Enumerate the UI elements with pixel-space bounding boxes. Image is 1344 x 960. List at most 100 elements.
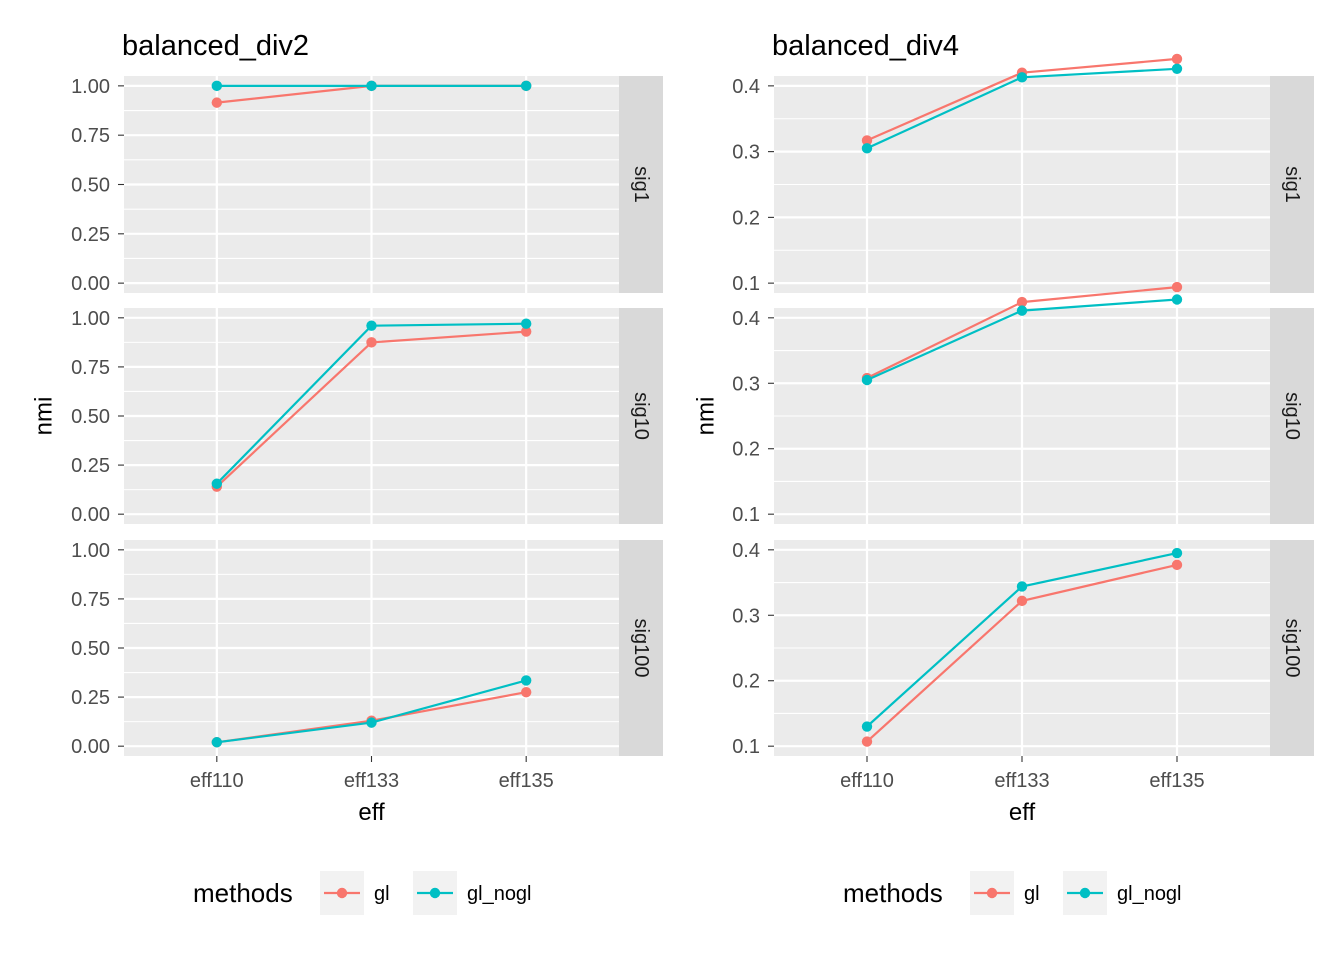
data-point-gl xyxy=(1171,53,1183,65)
legend-label-gl: gl xyxy=(374,883,390,905)
data-point-gl xyxy=(1016,296,1028,308)
facet-strip-label: sig10 xyxy=(630,392,652,440)
legend-point-gl_nogl xyxy=(1079,887,1091,899)
data-point-gl_nogl xyxy=(366,320,377,331)
data-point-gl xyxy=(861,736,873,747)
data-point-gl_nogl xyxy=(1171,294,1183,305)
y-tick-label: 0.1 xyxy=(732,504,760,526)
data-point-gl_nogl xyxy=(520,318,532,329)
x-axis-title: eff xyxy=(358,799,385,826)
y-tick-label: 0.2 xyxy=(732,207,760,229)
facet-strip-label: sig100 xyxy=(630,619,652,678)
y-tick-label: 0.1 xyxy=(732,736,760,758)
y-tick-label: 0.00 xyxy=(71,736,110,758)
y-tick-label: 0.25 xyxy=(71,224,110,246)
y-tick-label: 0.4 xyxy=(732,540,760,562)
legend: methods gl gl_nogl xyxy=(843,871,1182,915)
y-tick-label: 0.3 xyxy=(732,605,760,627)
facet-strip-label: sig100 xyxy=(1281,619,1303,678)
y-tick-label: 1.00 xyxy=(71,540,110,562)
facet-strip-label: sig1 xyxy=(1281,166,1303,203)
data-point-gl_nogl xyxy=(1016,305,1028,316)
legend: methods gl gl_nogl xyxy=(193,871,532,915)
data-point-gl_nogl xyxy=(1016,581,1028,592)
facet-strip xyxy=(619,76,663,293)
data-point-gl_nogl xyxy=(1171,547,1183,559)
legend-point-gl xyxy=(986,887,998,899)
legend-point-gl xyxy=(336,887,348,899)
y-tick-label: 0.75 xyxy=(71,357,110,379)
data-point-gl xyxy=(520,326,532,337)
data-point-gl_nogl xyxy=(366,80,377,92)
data-point-gl xyxy=(211,97,223,108)
data-point-gl xyxy=(366,337,377,348)
y-tick-label: 0.25 xyxy=(71,455,110,477)
y-tick-label: 0.75 xyxy=(71,125,110,147)
data-point-gl xyxy=(1016,595,1028,607)
x-tick-label: eff133 xyxy=(344,770,399,792)
data-point-gl xyxy=(1171,281,1183,293)
legend-point-gl_nogl xyxy=(429,887,441,899)
data-point-gl xyxy=(1171,559,1183,571)
facet-strip xyxy=(1270,308,1314,524)
data-point-gl xyxy=(520,686,532,698)
facet-strip xyxy=(619,308,663,524)
data-point-gl_nogl xyxy=(366,717,377,728)
data-point-gl_nogl xyxy=(1171,63,1183,74)
legend-title: methods xyxy=(193,878,293,908)
plot-balanced-div2: balanced_div20.000.250.500.751.00sig10.0… xyxy=(31,30,663,915)
y-axis-title: nmi xyxy=(31,397,58,436)
y-tick-label: 0.3 xyxy=(732,373,760,395)
y-tick-label: 0.25 xyxy=(71,687,110,709)
legend-label-gl_nogl: gl_nogl xyxy=(467,883,532,905)
x-tick-label: eff133 xyxy=(994,770,1049,792)
y-tick-label: 0.00 xyxy=(71,273,110,295)
y-tick-label: 0.4 xyxy=(732,76,760,98)
legend-title: methods xyxy=(843,878,943,908)
data-point-gl_nogl xyxy=(861,143,873,154)
y-tick-label: 0.3 xyxy=(732,142,760,164)
legend-label-gl_nogl: gl_nogl xyxy=(1117,883,1182,905)
x-tick-label: eff135 xyxy=(499,770,554,792)
data-point-gl_nogl xyxy=(1016,72,1028,83)
y-tick-label: 1.00 xyxy=(71,76,110,98)
data-point-gl xyxy=(861,135,873,146)
y-tick-label: 0.50 xyxy=(71,638,110,660)
data-point-gl_nogl xyxy=(520,675,532,686)
facet-panel-sig10: 0.1 0.2 0.3 0.4 sig10 xyxy=(732,281,1314,526)
y-tick-label: 0.1 xyxy=(732,273,760,295)
data-point-gl_nogl xyxy=(211,478,223,489)
y-tick-label: 0.2 xyxy=(732,671,760,693)
facet-panel-sig1: 0.00 0.25 0.50 0.75 1.00 sig1 xyxy=(71,76,663,295)
y-tick-label: 0.75 xyxy=(71,589,110,611)
facet-strip xyxy=(619,540,663,756)
chart-title: balanced_div2 xyxy=(122,30,309,62)
data-point-gl_nogl xyxy=(861,721,873,732)
facet-strip-label: sig1 xyxy=(630,166,652,203)
y-tick-label: 0.50 xyxy=(71,175,110,197)
facet-panel-sig10: 0.00 0.25 0.50 0.75 1.00 sig10 xyxy=(71,308,663,526)
x-tick-label: eff135 xyxy=(1149,770,1204,792)
facet-strip xyxy=(1270,540,1314,756)
y-axis-title: nmi xyxy=(693,397,720,436)
x-tick-label: eff110 xyxy=(190,770,244,792)
plot-balanced-div4: balanced_div40.10.20.30.4sig10.10.20.30.… xyxy=(693,30,1314,915)
data-point-gl_nogl xyxy=(861,374,873,386)
facet-panel-sig1: 0.1 0.2 0.3 0.4 sig1 xyxy=(732,53,1314,295)
data-point-gl_nogl xyxy=(211,80,223,92)
facet-panel-sig100: 0.1 0.2 0.3 0.4 sig100 xyxy=(732,540,1314,758)
chart-title: balanced_div4 xyxy=(772,30,959,62)
y-tick-label: 0.00 xyxy=(71,504,110,526)
y-tick-label: 0.4 xyxy=(732,308,760,330)
legend-label-gl: gl xyxy=(1024,883,1040,905)
y-tick-label: 0.50 xyxy=(71,406,110,428)
data-point-gl_nogl xyxy=(211,737,223,748)
x-axis-title: eff xyxy=(1009,799,1036,826)
x-tick-label: eff110 xyxy=(840,770,894,792)
facet-panel-sig100: 0.00 0.25 0.50 0.75 1.00 sig100 xyxy=(71,540,663,758)
facet-strip xyxy=(1270,76,1314,293)
y-tick-label: 0.2 xyxy=(732,439,760,461)
facet-strip-label: sig10 xyxy=(1281,392,1303,440)
y-tick-label: 1.00 xyxy=(71,308,110,330)
